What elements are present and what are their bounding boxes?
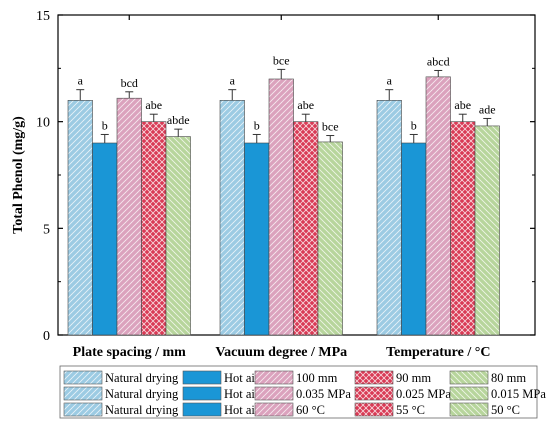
- bar: [268, 78, 294, 336]
- legend-swatch: [182, 370, 222, 385]
- significance-letter: abe: [145, 98, 162, 112]
- bar: [116, 97, 142, 336]
- bar: [425, 76, 451, 336]
- legend-label: 50 °C: [491, 403, 520, 417]
- legend-swatch: [182, 386, 222, 401]
- significance-letter: abde: [167, 113, 190, 127]
- legend-label: Hot air: [224, 387, 260, 401]
- significance-letter: abe: [297, 98, 314, 112]
- bars: [67, 68, 500, 336]
- legend-swatch: [354, 386, 394, 401]
- legend-label: Natural drying: [105, 371, 179, 385]
- legend-swatch: [63, 370, 103, 385]
- legend-label: 55 °C: [396, 403, 425, 417]
- legend-swatch: [63, 386, 103, 401]
- legend: Natural drying Hot air 100 mm 90 mm 80 mm Nat…: [59, 365, 546, 419]
- legend-label: 0.025 MPa: [396, 387, 451, 401]
- significance-letter: bce: [322, 120, 339, 134]
- legend-label: 60 °C: [296, 403, 325, 417]
- significance-letter: abe: [454, 98, 471, 112]
- significance-letter: b: [254, 118, 260, 132]
- legend-label: Natural drying: [105, 403, 179, 417]
- legend-label: Hot air: [224, 403, 260, 417]
- legend-swatch: [182, 402, 222, 417]
- legend-swatch: [449, 386, 489, 401]
- legend-label: Hot air: [224, 371, 260, 385]
- significance-letter: bcd: [121, 76, 138, 90]
- y-tick-label: 5: [43, 222, 50, 237]
- legend-label: 0.035 MPa: [296, 387, 351, 401]
- legend-swatch: [449, 402, 489, 417]
- legend-label: 80 mm: [491, 371, 526, 385]
- significance-letter: a: [230, 74, 236, 88]
- y-tick-label: 10: [36, 116, 50, 131]
- bar: [450, 121, 476, 336]
- bar: [244, 142, 270, 336]
- significance-letter: b: [411, 118, 417, 132]
- significance-letter: a: [387, 74, 393, 88]
- bar: [401, 142, 427, 336]
- bar: [474, 125, 500, 336]
- x-category-label: Plate spacing / mm: [73, 345, 186, 360]
- legend-swatch: [63, 402, 103, 417]
- bar: [293, 121, 319, 336]
- significance-letter: b: [102, 118, 108, 132]
- bar: [219, 100, 245, 336]
- legend-label: Natural drying: [105, 387, 179, 401]
- bar: [67, 100, 93, 336]
- legend-swatch: [254, 370, 294, 385]
- legend-swatch: [354, 370, 394, 385]
- bar: [376, 100, 402, 336]
- bar: [317, 141, 343, 336]
- x-category-label: Temperature / °C: [386, 345, 490, 360]
- significance-letter: ade: [479, 102, 496, 116]
- legend-swatch: [354, 402, 394, 417]
- y-tick-label: 15: [36, 9, 50, 24]
- bar: [92, 142, 118, 336]
- bar: [165, 136, 191, 336]
- significance-letter: abcd: [427, 54, 450, 68]
- legend-label: 100 mm: [296, 371, 338, 385]
- legend-label: 0.015 MPa: [491, 387, 546, 401]
- y-axis-label: Total Phenol (mg/g): [11, 116, 26, 234]
- bar: [141, 121, 167, 336]
- x-category-label: Vacuum degree / MPa: [215, 345, 347, 360]
- legend-swatch: [254, 402, 294, 417]
- legend-swatch: [449, 370, 489, 385]
- significance-letter: bce: [273, 53, 290, 67]
- significance-letter: a: [78, 74, 84, 88]
- legend-label: 90 mm: [396, 371, 431, 385]
- y-tick-label: 0: [43, 329, 50, 344]
- legend-swatch: [254, 386, 294, 401]
